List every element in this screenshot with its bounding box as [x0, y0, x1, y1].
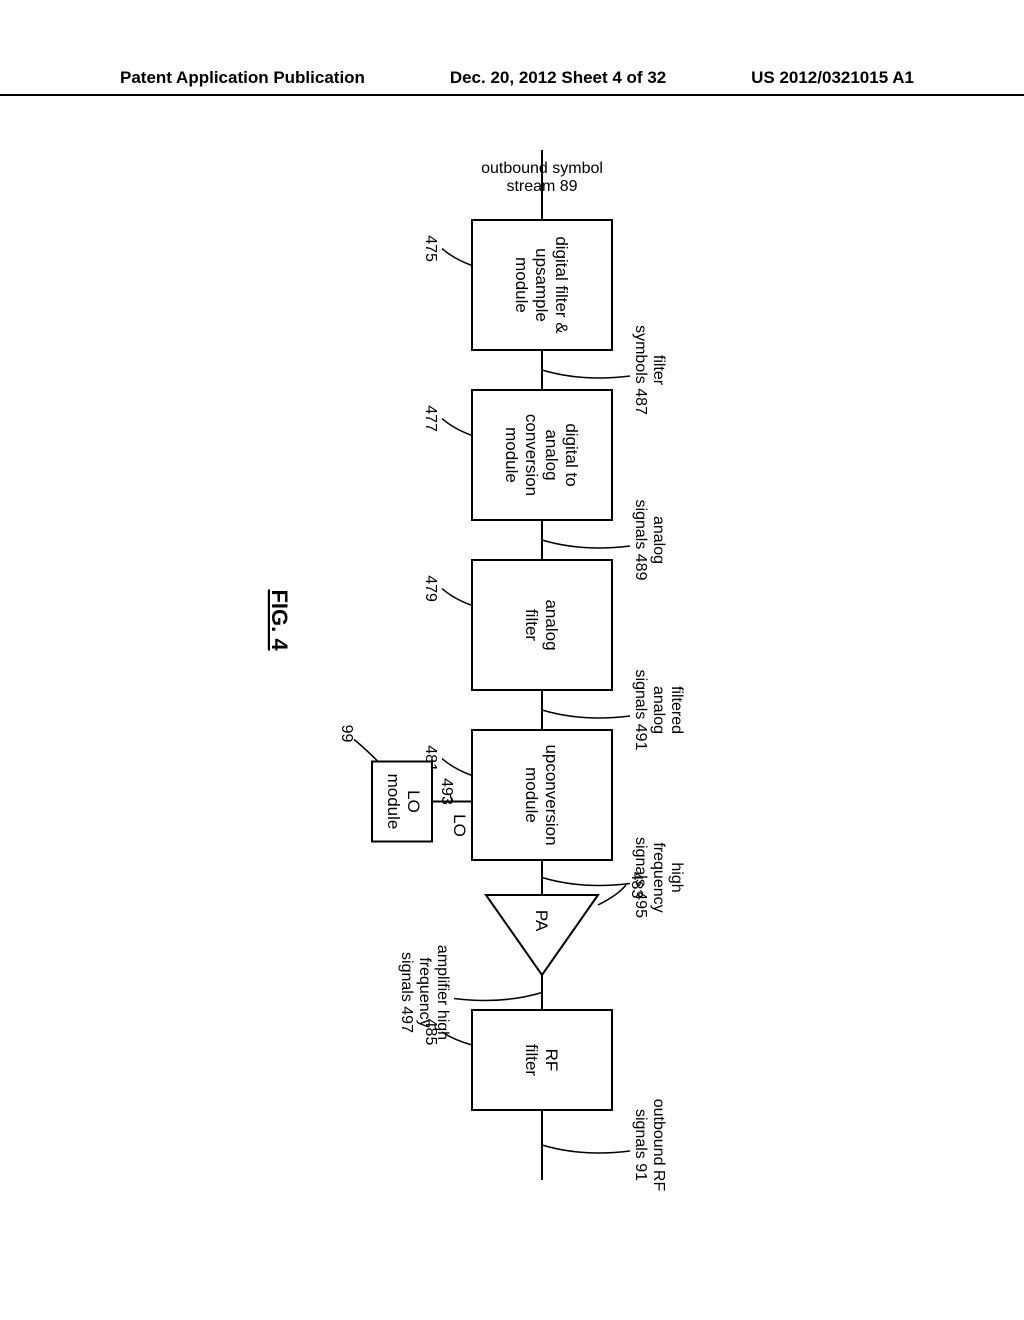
svg-text:PA: PA: [532, 910, 551, 932]
svg-text:signals 91: signals 91: [632, 1109, 649, 1181]
svg-text:module: module: [502, 427, 521, 483]
svg-text:module: module: [522, 767, 541, 823]
svg-text:stream 89: stream 89: [506, 178, 577, 195]
svg-text:filtered: filtered: [668, 686, 685, 734]
svg-text:high: high: [668, 862, 685, 892]
svg-text:outbound RF: outbound RF: [650, 1099, 667, 1192]
header-center: Dec. 20, 2012 Sheet 4 of 32: [450, 68, 666, 88]
svg-text:477: 477: [422, 405, 439, 432]
svg-text:analog: analog: [650, 686, 667, 734]
svg-text:analog: analog: [542, 429, 561, 480]
svg-text:conversion: conversion: [522, 414, 541, 496]
page: Patent Application Publication Dec. 20, …: [0, 0, 1024, 1320]
signal-chain-diagram: outbound symbolstream 89 digital filter &…: [252, 120, 772, 1200]
svg-text:475: 475: [422, 235, 439, 262]
svg-text:signals 491: signals 491: [632, 670, 649, 751]
header-left: Patent Application Publication: [120, 68, 365, 88]
svg-text:LO: LO: [404, 790, 423, 813]
svg-text:frequency: frequency: [416, 957, 433, 1027]
svg-text:module: module: [512, 257, 531, 313]
svg-text:digital to: digital to: [562, 423, 581, 486]
svg-text:filter: filter: [522, 1044, 541, 1076]
diagram-container: outbound symbolstream 89 digital filter &…: [252, 120, 772, 1200]
svg-text:479: 479: [422, 575, 439, 602]
svg-text:signals 495: signals 495: [632, 837, 649, 918]
svg-text:filter: filter: [650, 355, 667, 386]
svg-text:analog: analog: [542, 599, 561, 650]
svg-text:filter: filter: [522, 609, 541, 641]
svg-text:upconversion: upconversion: [542, 744, 561, 845]
page-header: Patent Application Publication Dec. 20, …: [0, 68, 1024, 96]
svg-text:LO: LO: [450, 814, 469, 837]
svg-text:digital filter &: digital filter &: [552, 236, 571, 334]
svg-text:signals 497: signals 497: [398, 952, 415, 1033]
svg-text:outbound symbol: outbound symbol: [481, 160, 603, 177]
svg-text:signals 489: signals 489: [632, 500, 649, 581]
svg-text:symbols 487: symbols 487: [632, 325, 649, 415]
svg-text:99: 99: [338, 725, 355, 743]
svg-text:amplifier high: amplifier high: [434, 945, 451, 1040]
svg-text:analog: analog: [650, 516, 667, 564]
svg-text:FIG. 4: FIG. 4: [267, 589, 292, 651]
svg-text:upsample: upsample: [532, 248, 551, 322]
svg-text:RF: RF: [542, 1049, 561, 1072]
svg-text:module: module: [384, 774, 403, 830]
header-right: US 2012/0321015 A1: [751, 68, 914, 88]
svg-text:frequency: frequency: [650, 842, 667, 912]
